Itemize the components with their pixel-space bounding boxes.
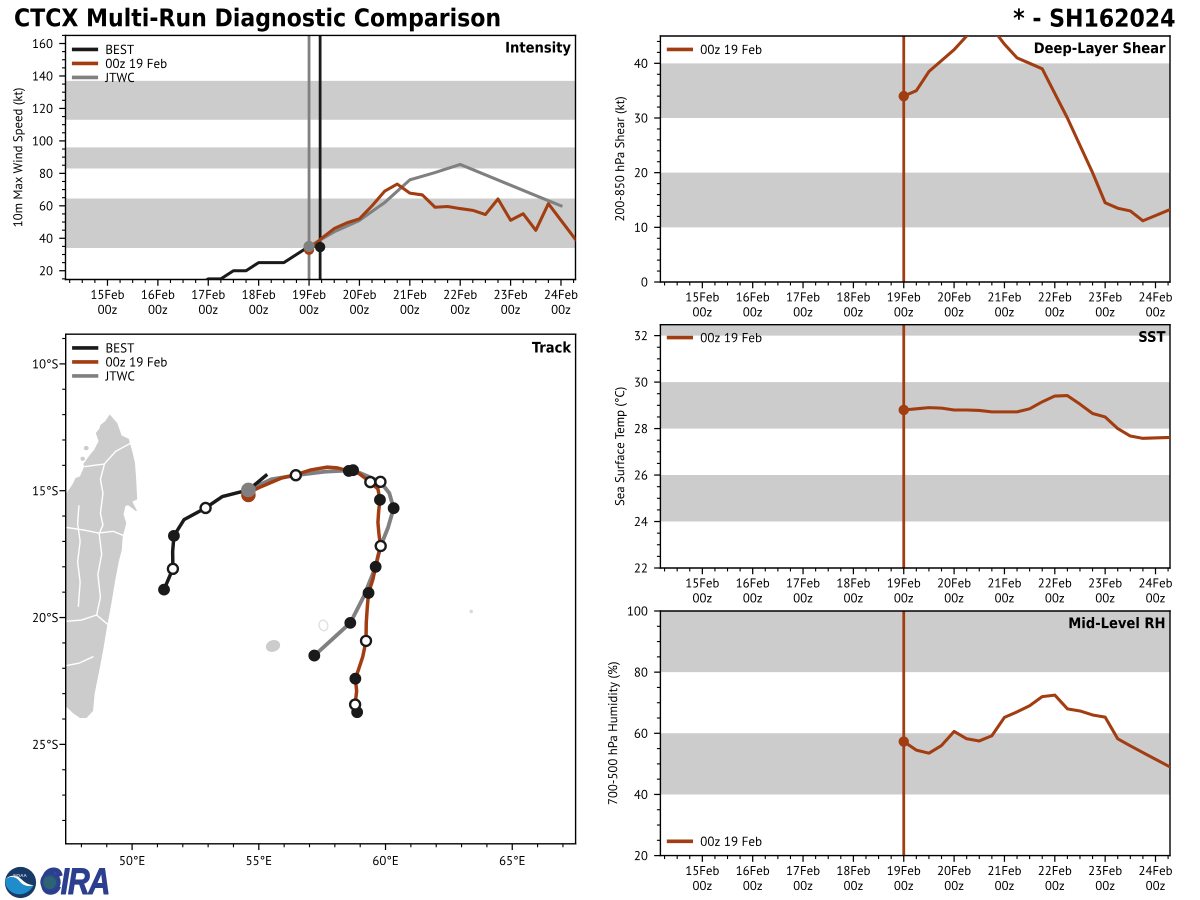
- svg-text:NOAA: NOAA: [13, 873, 27, 878]
